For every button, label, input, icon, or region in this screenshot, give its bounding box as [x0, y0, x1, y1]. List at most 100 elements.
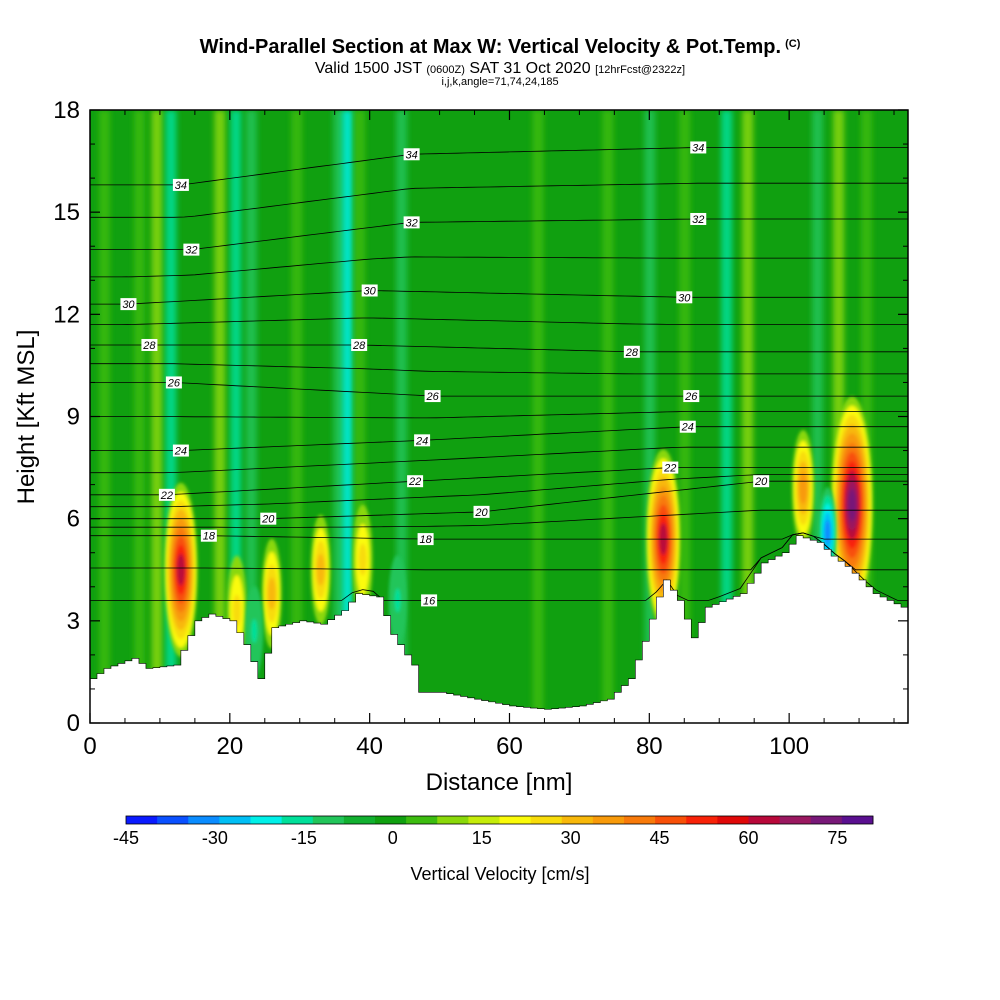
updraft-contour	[799, 472, 808, 505]
contour-label-box	[141, 338, 158, 351]
updraft-core	[310, 514, 331, 625]
theta-contour-26	[90, 382, 908, 397]
chart-subtitle-2: i,j,k,angle=71,74,24,185	[441, 76, 559, 88]
theta-contour-29	[90, 317, 908, 325]
contour-label-box	[683, 390, 700, 403]
field-band	[742, 110, 754, 723]
chart-title: Wind-Parallel Section at Max W: Vertical…	[199, 36, 801, 58]
colorbar-swatch	[561, 816, 594, 824]
theta-contour-30	[90, 290, 908, 305]
contour-label-text: 26	[425, 391, 439, 403]
x-tick-label: 0	[83, 733, 96, 760]
contour-labels: 34 34 34 32 32 32 30 30 30 28 28 28 26 26 26 24 24 24 22 22…	[120, 141, 770, 607]
contour-label-text: 34	[175, 180, 187, 192]
contour-label-box	[623, 345, 640, 358]
contour-label-text: 34	[405, 149, 417, 161]
field-band	[245, 110, 257, 723]
contour-label-text: 22	[160, 490, 173, 502]
colorbar-swatch	[437, 816, 469, 824]
colorbar-swatch	[375, 816, 407, 824]
contour-label-box	[662, 461, 679, 474]
colorbar-swatch	[157, 816, 189, 824]
field-band	[396, 110, 408, 723]
x-axis-label: Distance [nm]	[426, 769, 573, 796]
updraft-core	[791, 430, 815, 547]
colorbar-swatch	[281, 816, 314, 824]
colorbar-tick-label: 15	[472, 828, 492, 848]
contour-label-box	[260, 512, 277, 525]
contour-label-22: 22	[662, 461, 679, 475]
downdraft-contour	[824, 520, 831, 545]
contour-label-text: 28	[352, 340, 366, 352]
contour-label-text: 20	[261, 514, 275, 526]
colorbar-tick-label: 0	[388, 828, 398, 848]
theta-contour-24	[90, 426, 908, 451]
contour-label-20: 20	[753, 475, 770, 488]
contour-label-16: 16	[421, 594, 438, 607]
contour-label-34: 34	[172, 178, 189, 192]
contour-label-20: 20	[260, 512, 277, 526]
updraft-contour	[358, 543, 367, 576]
y-tick-label: 12	[53, 301, 80, 328]
x-tick-label: 40	[356, 733, 383, 760]
contour-label-30: 30	[120, 298, 137, 311]
contour-label-text: 24	[174, 446, 187, 458]
colorbar-swatch	[655, 816, 687, 824]
field-band	[721, 110, 733, 723]
updraft-core	[831, 396, 874, 614]
colorbar-swatch	[343, 816, 376, 824]
field-band	[644, 110, 656, 723]
colorbar-swatch	[841, 816, 874, 824]
contour-label-20: 20	[473, 505, 490, 519]
field-band	[861, 110, 873, 723]
field-band	[532, 110, 544, 723]
colorbar-tick-label: 45	[650, 828, 670, 848]
contour-label-text: 32	[185, 245, 197, 257]
theta-contour-17	[90, 532, 908, 571]
colorbar-swatch	[748, 816, 781, 824]
colorbar-frame	[125, 815, 874, 825]
contour-label-box	[473, 505, 490, 518]
contour-label-26: 26	[683, 390, 700, 403]
contour-label-text: 30	[122, 299, 135, 311]
colorbar-swatch	[219, 816, 251, 824]
terrain-fill	[90, 535, 908, 723]
x-tick-label: 100	[769, 733, 809, 760]
contour-label-22: 22	[158, 488, 175, 502]
contour-label-box	[172, 178, 189, 191]
colorbar-swatch	[312, 816, 345, 824]
contour-label-text: 24	[681, 422, 694, 434]
colorbar-swatch	[779, 816, 812, 824]
contour-label-26: 26	[165, 376, 182, 389]
theta-contour-23	[90, 446, 908, 474]
contour-label-box	[676, 291, 693, 304]
contour-label-box	[424, 390, 441, 403]
updraft-core	[164, 482, 198, 657]
theta-contour-31	[90, 256, 908, 278]
contour-label-24: 24	[172, 444, 189, 458]
contour-label-box	[414, 434, 431, 447]
contour-label-box	[679, 420, 696, 433]
colorbar-swatch	[530, 816, 563, 824]
colorbar-label: Vertical Velocity [cm/s]	[410, 864, 589, 884]
contour-label-32: 32	[183, 243, 200, 257]
contour-label-30: 30	[361, 284, 378, 297]
colorbar-swatch	[810, 816, 843, 824]
field-band	[812, 110, 824, 723]
colorbar-swatch	[592, 816, 625, 824]
contour-label-text: 32	[692, 214, 704, 226]
contour-label-box	[417, 533, 434, 546]
contour-label-box	[421, 594, 438, 607]
colorbar-swatch	[126, 816, 158, 824]
contour-label-34: 34	[690, 141, 707, 154]
colorbar-tick-label: 75	[827, 828, 847, 848]
theta-contour-33	[90, 182, 908, 218]
contour-label-28: 28	[623, 345, 640, 359]
colorbar-swatch	[406, 816, 438, 824]
contour-label-text: 22	[408, 476, 421, 488]
y-tick-label: 18	[53, 97, 80, 124]
terrain-mask	[90, 535, 908, 723]
colorbar-tick-label: 30	[561, 828, 581, 848]
theta-contour-28	[90, 344, 908, 353]
